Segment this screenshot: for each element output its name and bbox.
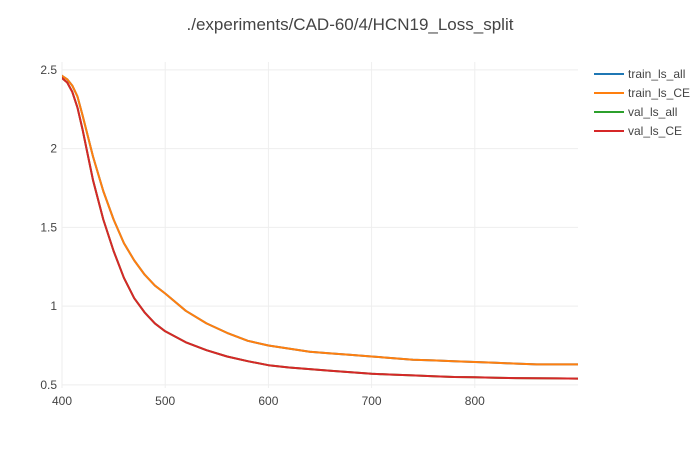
legend-label-val-ls-all: val_ls_all	[628, 105, 677, 119]
x-tick-label: 600	[258, 394, 278, 408]
x-tick-label: 800	[465, 394, 485, 408]
series-line-val-ls-ce	[62, 76, 578, 380]
series-line-train-ls-all	[62, 74, 578, 366]
y-tick-label: 1	[50, 299, 57, 313]
series-line-train-ls-ce	[62, 74, 578, 366]
y-tick-label: 2.5	[40, 63, 57, 77]
legend-label-val-ls-ce: val_ls_CE	[628, 124, 682, 138]
y-tick-label: 2	[50, 142, 57, 156]
x-tick-label: 400	[52, 394, 72, 408]
legend-label-train-ls-all: train_ls_all	[628, 67, 685, 81]
y-tick-label: 1.5	[40, 220, 57, 234]
y-tick-label: 0.5	[40, 378, 57, 392]
series-line-val-ls-all	[62, 76, 578, 380]
legend-label-train-ls-ce: train_ls_CE	[628, 86, 690, 100]
x-tick-label: 500	[155, 394, 175, 408]
chart-title: ./experiments/CAD-60/4/HCN19_Loss_split	[187, 15, 514, 34]
series-lines	[62, 74, 578, 380]
x-tick-label: 700	[362, 394, 382, 408]
grid	[61, 62, 578, 388]
legend[interactable]: train_ls_all train_ls_CE val_ls_all val_ls_…	[594, 67, 690, 138]
axes: 400 500 600 700 800 0.5 1 1.5 2 2.5	[40, 63, 485, 408]
